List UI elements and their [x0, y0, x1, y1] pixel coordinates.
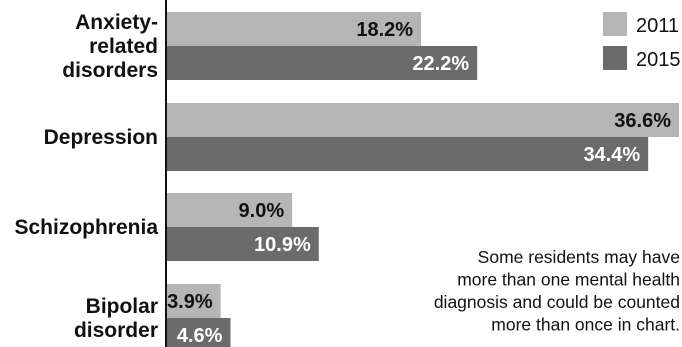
legend: 2011 2015: [603, 12, 681, 71]
value-label-schizophrenia-2011: 9.0%: [239, 200, 285, 222]
bar-depression-2011: [166, 103, 679, 137]
category-label-schizophrenia: Schizophrenia: [14, 216, 158, 239]
bar-anxiety-related-disorders-2011: [166, 12, 422, 46]
legend-swatch-2011: [603, 12, 627, 36]
bar-depression-2015: [166, 137, 649, 171]
bars-layer: 18.2% 22.2% 36.6% 34.4% 9.0% 10.9% 3.9% 4.6%: [166, 12, 679, 347]
category-label-depression: Depression: [44, 126, 158, 149]
value-label-bipolar-disorder-2011: 3.9%: [167, 291, 213, 313]
legend-label-2015: 2015: [636, 49, 681, 71]
value-label-schizophrenia-2015: 10.9%: [254, 234, 311, 256]
footnote-line: more than once in chart.: [491, 315, 680, 335]
value-label-depression-2011: 36.6%: [614, 110, 671, 132]
bar-bipolar-disorder-2011: [166, 284, 221, 318]
value-label-bipolar-disorder-2015: 4.6%: [177, 325, 223, 347]
value-label-depression-2015: 34.4%: [583, 144, 640, 166]
footnote-line: more than one mental health: [457, 270, 680, 290]
bar-schizophrenia-2015: [166, 227, 319, 261]
footnote-line: Some residents may have: [478, 247, 680, 267]
legend-swatch-2015: [603, 46, 627, 70]
category-label-anxiety-related-disorders: Anxiety-related disorders: [62, 11, 158, 82]
footnote: Some residents may have more than one men…: [434, 247, 680, 335]
bar-bipolar-disorder-2015: [166, 318, 231, 347]
bar-schizophrenia-2011: [166, 193, 293, 227]
bar-anxiety-related-disorders-2015: [166, 46, 478, 80]
category-labels: Anxiety-related disorders Depression Schizo…: [14, 11, 158, 342]
value-label-anxiety-related-disorders-2015: 22.2%: [412, 53, 469, 75]
category-label-bipolar-disorder: Bipolar disorder: [74, 295, 158, 342]
value-label-anxiety-related-disorders-2011: 18.2%: [356, 19, 413, 41]
legend-label-2011: 2011: [636, 15, 679, 37]
footnote-line: diagnosis and could be counted: [434, 292, 680, 312]
